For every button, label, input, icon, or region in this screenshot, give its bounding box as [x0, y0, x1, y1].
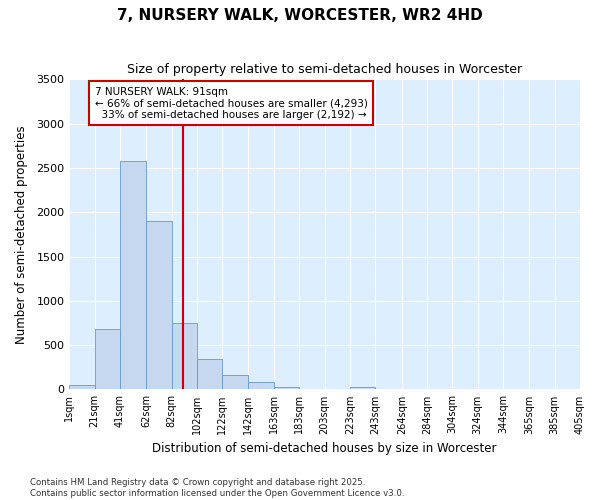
- Bar: [95, 329, 120, 390]
- Bar: [274, 387, 299, 390]
- Y-axis label: Number of semi-detached properties: Number of semi-detached properties: [15, 125, 28, 344]
- Text: 7 NURSERY WALK: 91sqm
← 66% of semi-detached houses are smaller (4,293)
  33% of: 7 NURSERY WALK: 91sqm ← 66% of semi-deta…: [95, 86, 367, 120]
- Bar: [197, 360, 222, 390]
- Title: Size of property relative to semi-detached houses in Worcester: Size of property relative to semi-detach…: [127, 62, 522, 76]
- Text: Contains HM Land Registry data © Crown copyright and database right 2025.
Contai: Contains HM Land Registry data © Crown c…: [30, 478, 404, 498]
- Bar: [350, 387, 375, 390]
- Bar: [172, 323, 197, 390]
- Bar: [70, 385, 95, 390]
- Bar: [146, 221, 172, 390]
- Text: 7, NURSERY WALK, WORCESTER, WR2 4HD: 7, NURSERY WALK, WORCESTER, WR2 4HD: [117, 8, 483, 22]
- Bar: [222, 376, 248, 390]
- Bar: [120, 161, 146, 390]
- Bar: [248, 382, 274, 390]
- X-axis label: Distribution of semi-detached houses by size in Worcester: Distribution of semi-detached houses by …: [152, 442, 497, 455]
